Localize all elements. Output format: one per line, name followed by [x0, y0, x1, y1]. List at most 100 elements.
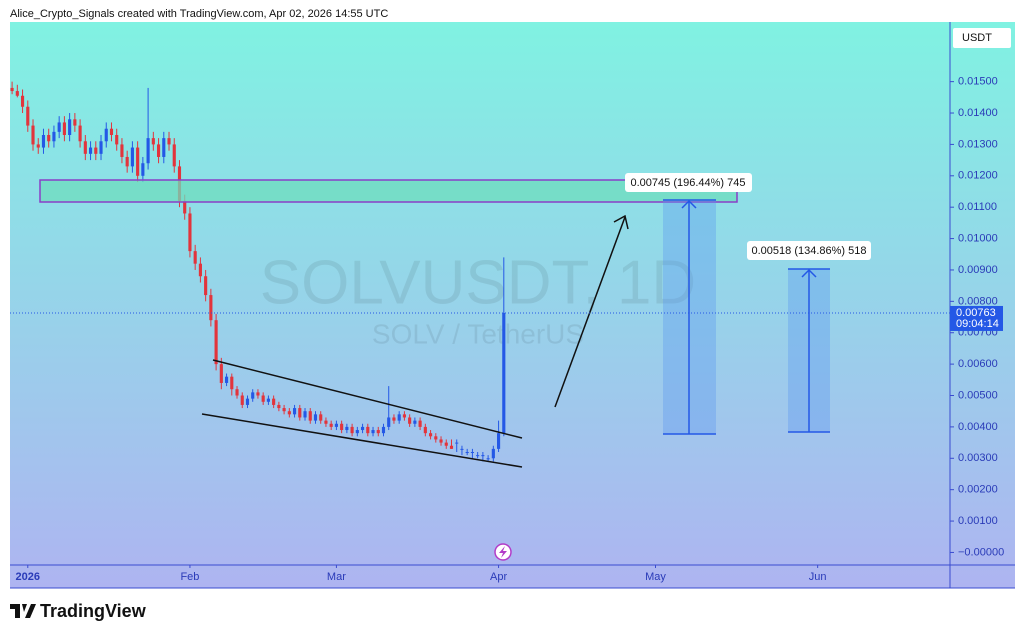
y-tick-label: 0.01300: [958, 138, 998, 150]
candle-body: [272, 398, 276, 405]
candle-body: [167, 138, 171, 145]
arrow-head: [613, 214, 629, 230]
candle-body: [277, 404, 281, 409]
chart-background: [10, 22, 1015, 588]
candle-body: [287, 411, 291, 415]
candle-body: [78, 125, 82, 142]
candle-body: [486, 458, 490, 460]
candle-body: [313, 414, 318, 421]
candle-body: [428, 433, 433, 437]
candle-body: [397, 414, 401, 421]
arrow: [554, 216, 626, 408]
candle-body: [26, 106, 30, 126]
candle-body: [465, 452, 469, 454]
candle-body: [470, 452, 474, 454]
candle-body: [125, 156, 129, 167]
candle-body: [57, 122, 61, 132]
candle-body: [219, 364, 223, 383]
candle-body: [83, 141, 87, 154]
candle-body: [392, 417, 396, 421]
candle-body: [151, 138, 155, 145]
candle-body: [162, 138, 166, 157]
trendline-upper: [212, 359, 523, 439]
y-tick-label: 0.00600: [958, 358, 998, 370]
candle-body: [47, 134, 51, 142]
x-tick-label: Apr: [490, 571, 507, 583]
candle-body: [355, 430, 359, 434]
candle-body: [94, 147, 98, 154]
candle-body: [204, 276, 208, 296]
candle-body: [88, 147, 93, 154]
candle-body: [214, 320, 218, 365]
y-tick-label: 0.01100: [958, 201, 997, 213]
y-tick-label: 0.00200: [958, 484, 998, 496]
y-tick-label: 0.00800: [958, 295, 998, 307]
candle-body: [52, 131, 56, 142]
candle-body: [193, 251, 197, 264]
currency-box[interactable]: [953, 28, 1011, 48]
candle-body: [224, 376, 229, 383]
candle-body: [266, 398, 270, 402]
candle-body: [366, 426, 370, 434]
candle-body: [408, 417, 412, 424]
y-tick-label: 0.01000: [958, 232, 998, 244]
candle-body: [350, 426, 354, 434]
candle-body: [324, 420, 328, 424]
plot: [10, 81, 506, 462]
candle-body: [292, 408, 297, 415]
candle-body: [502, 312, 506, 434]
watermark-subtitle: SOLV / TetherUS: [372, 318, 584, 349]
candle-body: [334, 423, 338, 427]
logo-mark: [10, 604, 36, 618]
last-price-tag: [950, 305, 1003, 331]
measure-label: 0.00518 (134.86%) 518: [752, 245, 867, 257]
header: Alice_Crypto_Signals created with Tradin…: [10, 8, 388, 20]
candle-body: [115, 134, 119, 145]
candle-body: [449, 445, 454, 449]
candle-body: [261, 395, 265, 402]
measure-arrow-head: [801, 268, 817, 278]
candle-body: [402, 414, 406, 418]
candle-body: [68, 119, 72, 135]
x-tick-label: Jun: [809, 571, 827, 583]
measure-label-box: [747, 241, 871, 260]
y-tick-label: −0.00000: [958, 546, 1004, 558]
candle-body: [188, 213, 192, 252]
candle-body: [15, 91, 19, 96]
candle-body: [235, 389, 239, 396]
candle-body: [31, 125, 35, 145]
candle-body: [141, 163, 145, 176]
candle-body: [298, 408, 302, 418]
y-tick-label: 0.01500: [958, 76, 998, 88]
countdown: 09:04:14: [956, 318, 999, 330]
candle-body: [340, 423, 344, 431]
candle-body: [73, 119, 77, 126]
candle-body: [245, 398, 250, 405]
candle-body: [99, 141, 103, 154]
measure-label: 0.00745 (196.44%) 745: [631, 177, 746, 189]
candle-body: [476, 455, 480, 457]
candle-body: [62, 122, 66, 135]
measure-arrow-head: [681, 199, 697, 209]
trendline-lower: [201, 413, 523, 468]
y-tick-label: 0.00500: [958, 389, 998, 401]
y-tick-label: 0.00900: [958, 264, 998, 276]
x-tick-label: 2026: [16, 571, 40, 583]
candle-body: [36, 144, 40, 148]
candle-body: [230, 376, 234, 390]
y-tick-label: 0.01400: [958, 107, 998, 119]
candle-body: [146, 138, 150, 164]
candle-body: [387, 417, 391, 427]
candle-body: [120, 144, 124, 157]
y-tick-label: 0.00100: [958, 515, 998, 527]
watermark-title: SOLVUSDT, 1D: [260, 248, 696, 317]
event-icon-bolt: [499, 546, 507, 558]
candle-body: [444, 442, 448, 446]
candle-body: [434, 436, 438, 440]
candle-body: [381, 426, 386, 434]
x-tick-label: Feb: [180, 571, 199, 583]
measure-label-box: [625, 173, 752, 192]
candle-body: [329, 423, 333, 427]
candle-body: [360, 426, 365, 431]
